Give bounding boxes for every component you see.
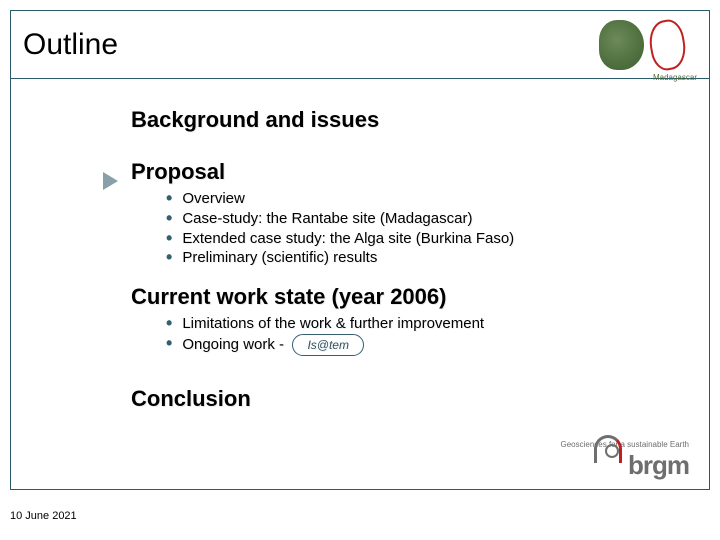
title-row: Outline xyxy=(11,11,709,78)
footer-date: 10 June 2021 xyxy=(10,510,77,522)
current-bullets: • Limitations of the work & further impr… xyxy=(166,314,709,356)
list-item: • Ongoing work - Is@tem xyxy=(166,334,709,356)
bullet-icon: • xyxy=(166,209,172,229)
list-item: • Limitations of the work & further impr… xyxy=(166,314,709,334)
bullet-icon: • xyxy=(166,334,172,354)
bullet-icon: • xyxy=(166,248,172,268)
bullet-text: Case-study: the Rantabe site (Madagascar… xyxy=(182,209,472,229)
slide-title: Outline xyxy=(23,28,118,62)
bullet-icon: • xyxy=(166,229,172,249)
madagascar-map-icon xyxy=(599,20,644,70)
bullet-text: Limitations of the work & further improv… xyxy=(182,314,484,334)
madagascar-logo-caption: Madagascar xyxy=(653,73,697,82)
proposal-bullets: • Overview • Case-study: the Rantabe sit… xyxy=(166,189,709,268)
isatem-chip-icon: Is@tem xyxy=(292,334,364,356)
brgm-tagline: Geosciences for a sustainable Earth xyxy=(560,440,689,449)
bullet-text: Ongoing work - Is@tem xyxy=(182,334,364,356)
list-item: • Case-study: the Rantabe site (Madagasc… xyxy=(166,209,709,229)
bullet-icon: • xyxy=(166,189,172,209)
section-conclusion-heading: Conclusion xyxy=(131,386,709,412)
bullet-text: Extended case study: the Alga site (Burk… xyxy=(182,229,514,249)
section-current-heading: Current work state (year 2006) xyxy=(131,284,709,310)
section-proposal-heading: Proposal xyxy=(131,159,709,185)
current-section-marker-icon xyxy=(103,172,118,190)
slide-frame: Outline Madagascar Background and issues… xyxy=(10,10,710,490)
brgm-logo: brgm xyxy=(594,450,689,481)
section-background-heading: Background and issues xyxy=(131,107,709,133)
list-item: • Overview xyxy=(166,189,709,209)
slide: Outline Madagascar Background and issues… xyxy=(0,0,720,540)
bullet-text: Preliminary (scientific) results xyxy=(182,248,377,268)
content-area: Background and issues Proposal • Overvie… xyxy=(11,79,709,412)
bullet-text-label: Ongoing work - xyxy=(182,336,284,353)
brgm-logo-text: brgm xyxy=(628,450,689,481)
bullet-icon: • xyxy=(166,314,172,334)
madagascar-outline-icon xyxy=(646,17,689,72)
list-item: • Preliminary (scientific) results xyxy=(166,248,709,268)
list-item: • Extended case study: the Alga site (Bu… xyxy=(166,229,709,249)
bullet-text: Overview xyxy=(182,189,245,209)
brgm-swirl-icon xyxy=(594,435,622,463)
madagascar-logo xyxy=(587,17,697,72)
